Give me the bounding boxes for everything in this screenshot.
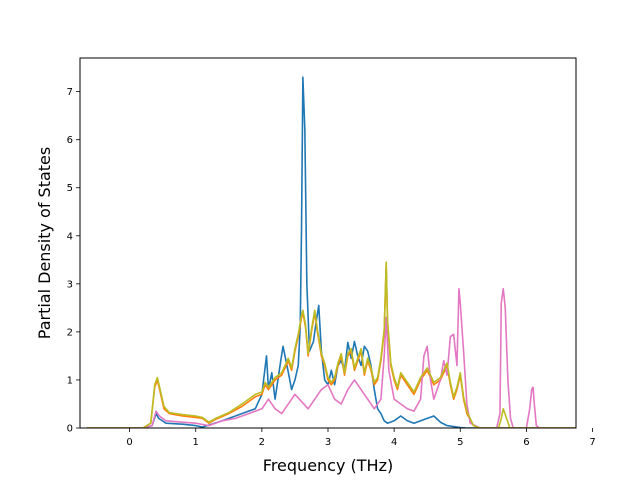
series-line-4	[86, 261, 576, 428]
x-tick-label: 6	[523, 437, 529, 448]
x-tick-label: 7	[589, 437, 595, 448]
x-axis-label: Frequency (THz)	[263, 456, 393, 475]
y-tick-label: 0	[67, 424, 73, 435]
x-tick-label: 4	[391, 437, 397, 448]
series-line-3	[86, 287, 576, 428]
y-tick-label: 6	[67, 135, 73, 146]
y-tick-label: 2	[67, 327, 73, 338]
x-tick-label: 5	[457, 437, 463, 448]
series-line-1	[86, 76, 576, 428]
x-tick-label: 1	[193, 437, 199, 448]
y-axis-label: Partial Density of States	[35, 147, 54, 339]
y-tick-label: 7	[67, 87, 73, 98]
y-tick-label: 4	[67, 231, 73, 242]
y-tick-label: 1	[67, 375, 73, 386]
x-tick-label: 2	[259, 437, 265, 448]
x-tick-label: 0	[126, 437, 132, 448]
x-tick-label: 3	[325, 437, 331, 448]
y-tick-label: 5	[67, 183, 73, 194]
y-tick-label: 3	[67, 279, 73, 290]
